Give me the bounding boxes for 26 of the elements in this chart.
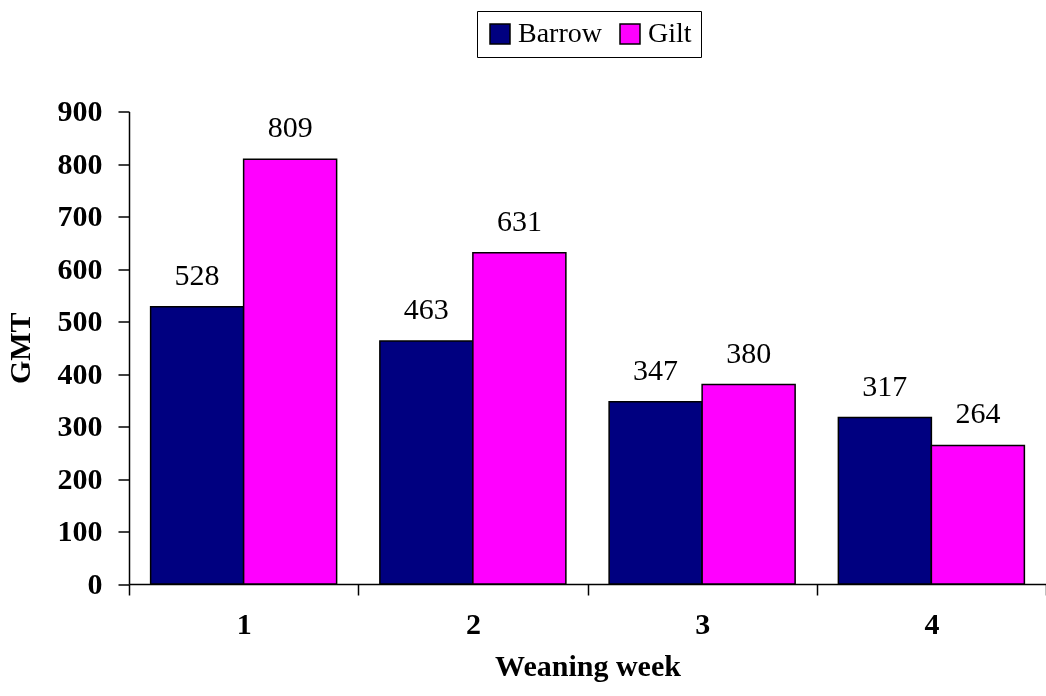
- y-tick-label: 400: [57, 356, 103, 390]
- data-label: 317: [862, 368, 908, 402]
- data-label: 380: [726, 335, 772, 369]
- x-tick-label: 2: [465, 606, 481, 640]
- y-tick-label: 300: [57, 409, 103, 442]
- x-tick-label: 4: [924, 606, 940, 640]
- data-label: 347: [633, 352, 679, 386]
- data-label: 463: [403, 291, 449, 325]
- y-axis-title: GMT: [2, 312, 36, 385]
- x-tick-label: 3: [695, 606, 711, 640]
- x-tick-label: 1: [236, 606, 252, 640]
- y-tick-label: 600: [57, 251, 103, 285]
- x-axis-title: Weaning week: [495, 648, 682, 682]
- y-tick-label: 0: [87, 566, 103, 600]
- y-tick-label: 800: [57, 146, 103, 180]
- legend-label: Gilt: [648, 17, 692, 48]
- y-tick-label: 700: [57, 199, 103, 232]
- data-label: 631: [496, 203, 542, 237]
- y-tick-label: 100: [57, 514, 103, 547]
- data-label: 809: [267, 110, 313, 144]
- data-label: 264: [955, 396, 1001, 430]
- data-label: 528: [174, 257, 220, 291]
- y-tick-label: 200: [57, 461, 103, 495]
- y-tick-label: 500: [57, 304, 103, 337]
- y-tick-label: 900: [57, 94, 103, 127]
- legend-label: Barrow: [518, 17, 603, 48]
